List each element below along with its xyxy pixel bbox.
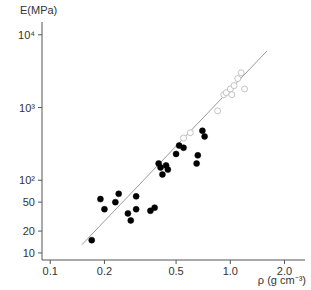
y-tick-label: 10²: [19, 174, 35, 186]
x-tick: [176, 260, 177, 264]
x-tick-label: 0.5: [168, 265, 183, 277]
x-tick: [104, 260, 105, 264]
point: [194, 160, 200, 166]
point: [238, 70, 244, 76]
point: [158, 164, 164, 170]
y-tick: [38, 252, 42, 253]
point: [199, 128, 205, 134]
y-tick: [38, 34, 42, 35]
x-tick: [284, 260, 285, 264]
x-tick-label: 0.2: [97, 265, 112, 277]
point: [173, 151, 179, 157]
point: [231, 83, 237, 89]
point: [159, 171, 165, 177]
y-tick: [38, 107, 42, 108]
x-tick-label: 1.0: [223, 265, 238, 277]
point: [165, 167, 171, 173]
x-axis-label: ρ (g cm⁻³): [258, 274, 306, 286]
x-tick: [50, 260, 51, 264]
y-tick: [38, 202, 42, 203]
y-tick-label: 50: [23, 196, 35, 208]
y-tick-label: 10⁴: [18, 29, 35, 41]
y-tick: [38, 180, 42, 181]
x-tick-label: 0.1: [43, 265, 58, 277]
point: [112, 199, 118, 205]
point: [187, 130, 193, 136]
point: [229, 92, 235, 98]
point: [181, 145, 187, 151]
point: [242, 86, 248, 92]
y-tick-label: 10³: [19, 102, 35, 114]
point: [215, 108, 221, 114]
point: [133, 206, 139, 212]
point: [89, 237, 95, 243]
point: [125, 210, 131, 216]
point: [128, 217, 134, 223]
y-tick: [38, 231, 42, 232]
plot-area: [82, 51, 267, 245]
y-tick-label: 20: [23, 225, 35, 237]
y-axis: [42, 22, 43, 260]
point: [181, 135, 187, 141]
point: [195, 152, 201, 158]
x-axis: [42, 260, 305, 261]
y-axis-label: E(MPa): [20, 4, 57, 16]
point: [101, 206, 107, 212]
point: [235, 76, 241, 82]
point: [116, 191, 122, 197]
point: [133, 193, 139, 199]
chart: 0.10.20.51.02.010205010²10³10⁴E(MPa)ρ (g…: [0, 0, 311, 290]
x-tick: [230, 260, 231, 264]
regression-line: [82, 51, 267, 245]
point: [152, 205, 158, 211]
point: [97, 196, 103, 202]
point: [202, 133, 208, 139]
y-tick-label: 10: [23, 247, 35, 259]
